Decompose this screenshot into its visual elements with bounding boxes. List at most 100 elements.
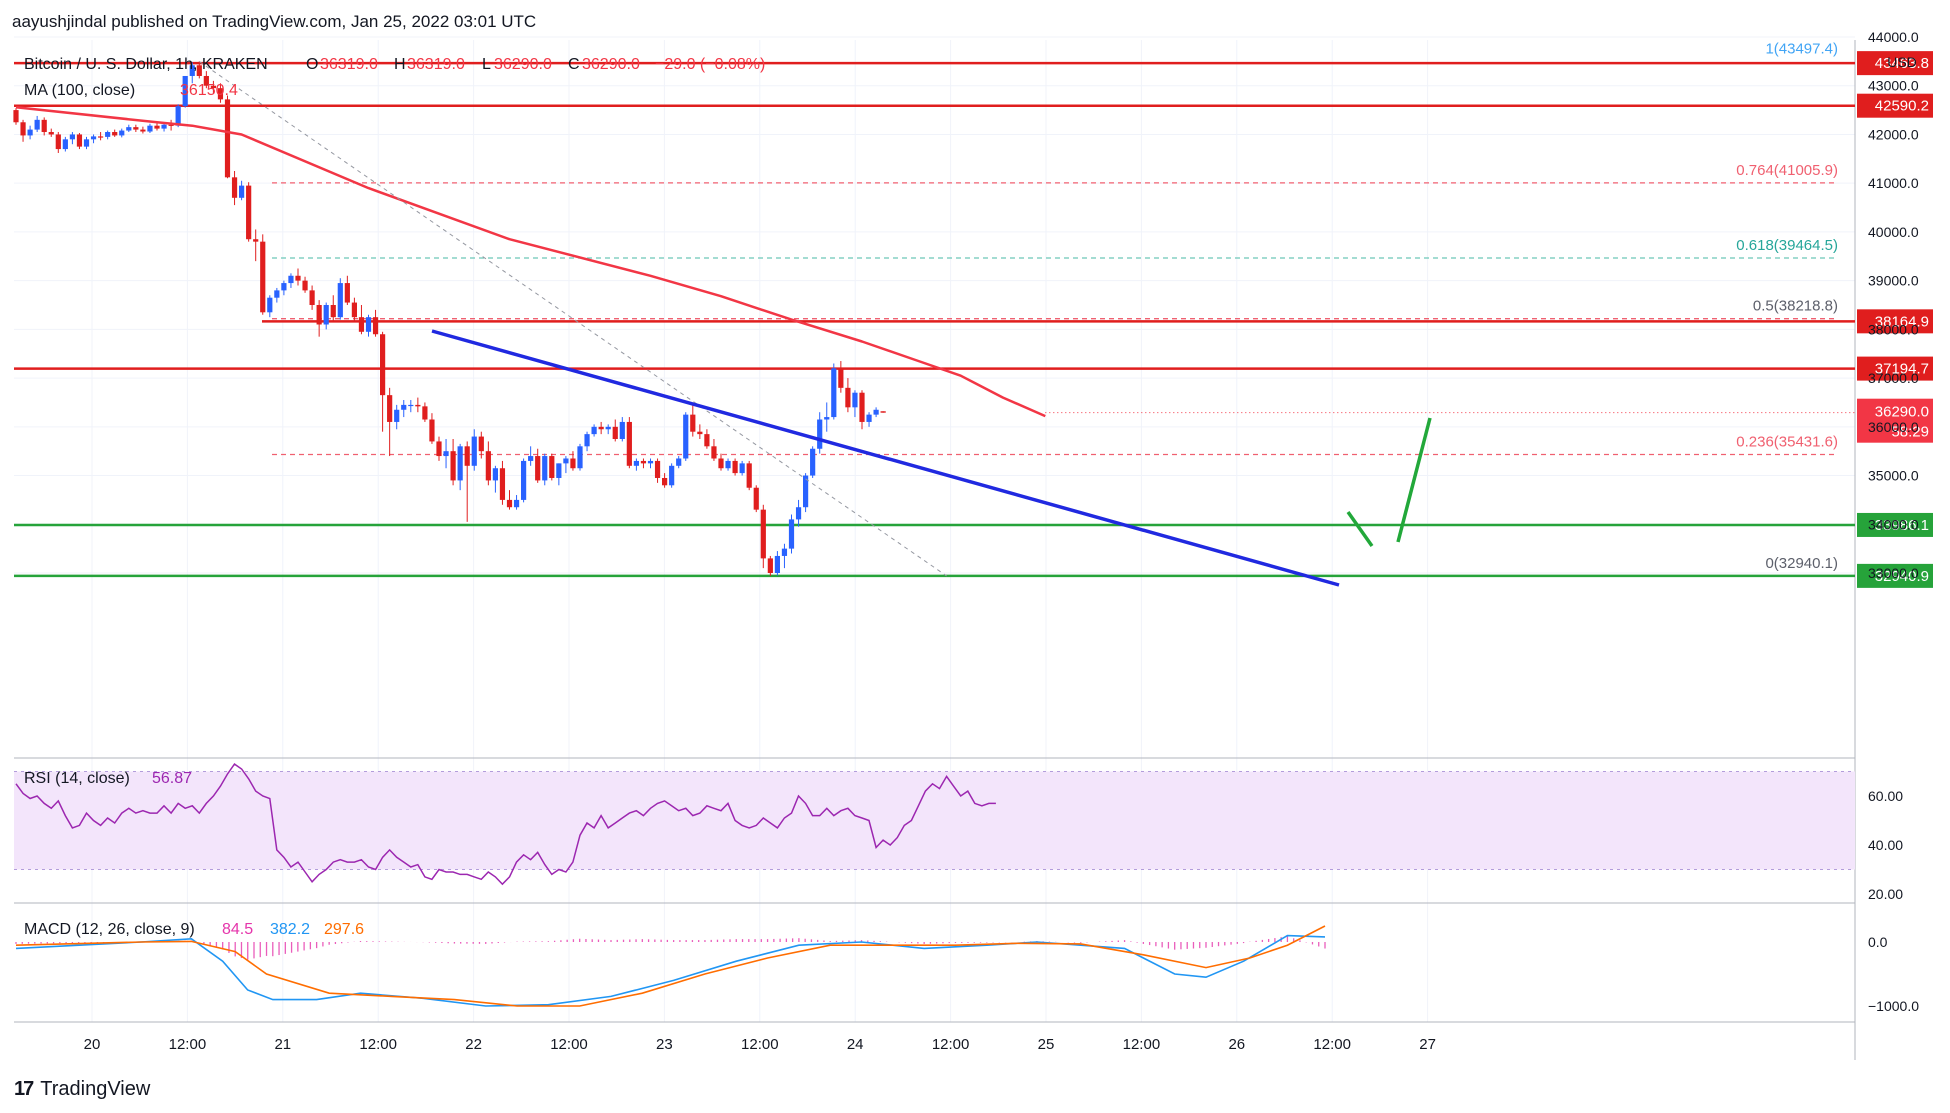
candle-body — [718, 458, 724, 469]
candle-body — [48, 132, 54, 135]
candle-body — [105, 132, 111, 137]
ohlc-l-label: L — [482, 56, 491, 73]
candle-body — [365, 317, 372, 332]
level-price-tag — [1857, 309, 1933, 334]
price-tick-label: 38000.0 — [1868, 321, 1919, 337]
candle-body — [662, 477, 668, 486]
projection-up — [1396, 417, 1432, 543]
rsi-tick-label: 40.00 — [1868, 837, 1903, 853]
candle-body — [528, 456, 534, 461]
candle-body — [788, 519, 795, 549]
candle-body — [161, 124, 167, 129]
candle-body — [492, 468, 498, 481]
level-price-text: 33986.1 — [1875, 517, 1929, 534]
candle-body — [605, 426, 611, 430]
level-price-tag — [1857, 563, 1933, 588]
candle-body — [542, 456, 548, 481]
candle-body — [119, 130, 125, 136]
bearish-trendline — [431, 329, 1340, 587]
macd-line-value: 382.2 — [270, 921, 310, 938]
macd-pane: 0.0 −1000.0 — [15, 925, 1919, 1014]
price-tick-label: 37000.0 — [1868, 370, 1919, 386]
candle-body — [880, 411, 886, 413]
candle-body — [471, 436, 477, 466]
candle-body — [669, 465, 675, 486]
rsi-band — [14, 771, 1855, 870]
candle-body — [626, 421, 632, 466]
candle-body — [506, 499, 513, 508]
price-tick-label: 42000.0 — [1868, 126, 1919, 142]
candle-body — [810, 448, 816, 476]
candle-body — [859, 392, 865, 422]
candle-body — [457, 446, 463, 481]
macd-tick-label: −1000.0 — [1868, 998, 1919, 1014]
fib-label-0.236: 0.236(35431.6) — [1736, 434, 1838, 451]
candle-body — [394, 409, 400, 422]
candle-body — [640, 460, 647, 464]
candle-body — [535, 456, 541, 481]
ohlc-readout: O 36319.0 H 36319.0 L 36290.0 C 36290.0 … — [306, 56, 765, 73]
candle-body — [556, 463, 562, 478]
rsi-line — [15, 763, 996, 886]
candle-body — [380, 334, 386, 396]
candle-body — [189, 65, 195, 76]
current-price-text: 36290.0 — [1875, 404, 1929, 421]
candle-body — [83, 139, 90, 147]
overlays: 36290.0 58:29 — [15, 61, 1933, 587]
candle-body — [309, 290, 315, 305]
symbol-title: Bitcoin / U. S. Dollar, 1h, KRAKEN — [24, 56, 268, 73]
time-tick-label: 12:00 — [550, 1036, 588, 1053]
publisher-line: aayushjindal published on TradingView.co… — [12, 12, 537, 31]
candle-body — [619, 421, 625, 439]
candle-body — [464, 446, 470, 466]
candle-body — [27, 129, 33, 136]
candle-body — [654, 460, 661, 478]
ohlc-c: 36290.0 — [582, 56, 640, 73]
macd-tick-label: 0.0 — [1868, 934, 1888, 950]
fib-label-1: 1(43497.4) — [1765, 40, 1838, 57]
candle-body — [41, 119, 47, 133]
candle-body — [217, 88, 224, 100]
candle-body — [478, 436, 484, 452]
candlesticks — [13, 61, 886, 576]
current-price-tag — [1857, 398, 1933, 443]
footer-brand[interactable]: 17 TradingView — [14, 1078, 150, 1101]
fib-label-0.618: 0.618(39464.5) — [1736, 237, 1838, 254]
ma-label: MA (100, close) — [24, 82, 135, 99]
candle-body — [239, 185, 245, 198]
time-tick-label: 26 — [1228, 1036, 1245, 1053]
candle-body — [577, 446, 583, 469]
candle-body — [817, 419, 823, 449]
candle-body — [429, 419, 435, 442]
ohlc-h: 36319.0 — [407, 56, 465, 73]
level-price-tag — [1857, 356, 1933, 381]
candle-body — [450, 451, 456, 481]
candle-body — [408, 404, 414, 407]
level-price-tag — [1857, 512, 1933, 537]
price-tick-label: 39000.0 — [1868, 273, 1919, 289]
candle-body — [295, 275, 301, 281]
candle-body — [732, 460, 738, 474]
candle-body — [34, 119, 40, 130]
candle-body — [415, 404, 421, 407]
candle-body — [563, 458, 569, 464]
candle-body — [260, 241, 266, 313]
ohlc-o-label: O — [306, 56, 318, 73]
countdown-text: 58:29 — [1891, 424, 1929, 441]
ohlc-c-label: C — [568, 56, 580, 73]
candle-body — [436, 441, 442, 457]
time-tick-label: 12:00 — [1123, 1036, 1161, 1053]
candle-body — [175, 106, 181, 126]
time-tick-label: 12:00 — [1313, 1036, 1351, 1053]
ma100-line — [15, 105, 1046, 418]
time-tick-label: 20 — [84, 1036, 101, 1053]
price-tick-label: 44000.0 — [1868, 29, 1919, 45]
candle-body — [154, 125, 160, 129]
candle-body — [203, 75, 209, 86]
macd-label: MACD (12, 26, close, 9) — [24, 921, 195, 938]
candle-body — [422, 406, 428, 420]
candle-body — [168, 124, 174, 126]
candle-body — [612, 426, 618, 439]
level-price-text: 42590.2 — [1875, 98, 1929, 115]
